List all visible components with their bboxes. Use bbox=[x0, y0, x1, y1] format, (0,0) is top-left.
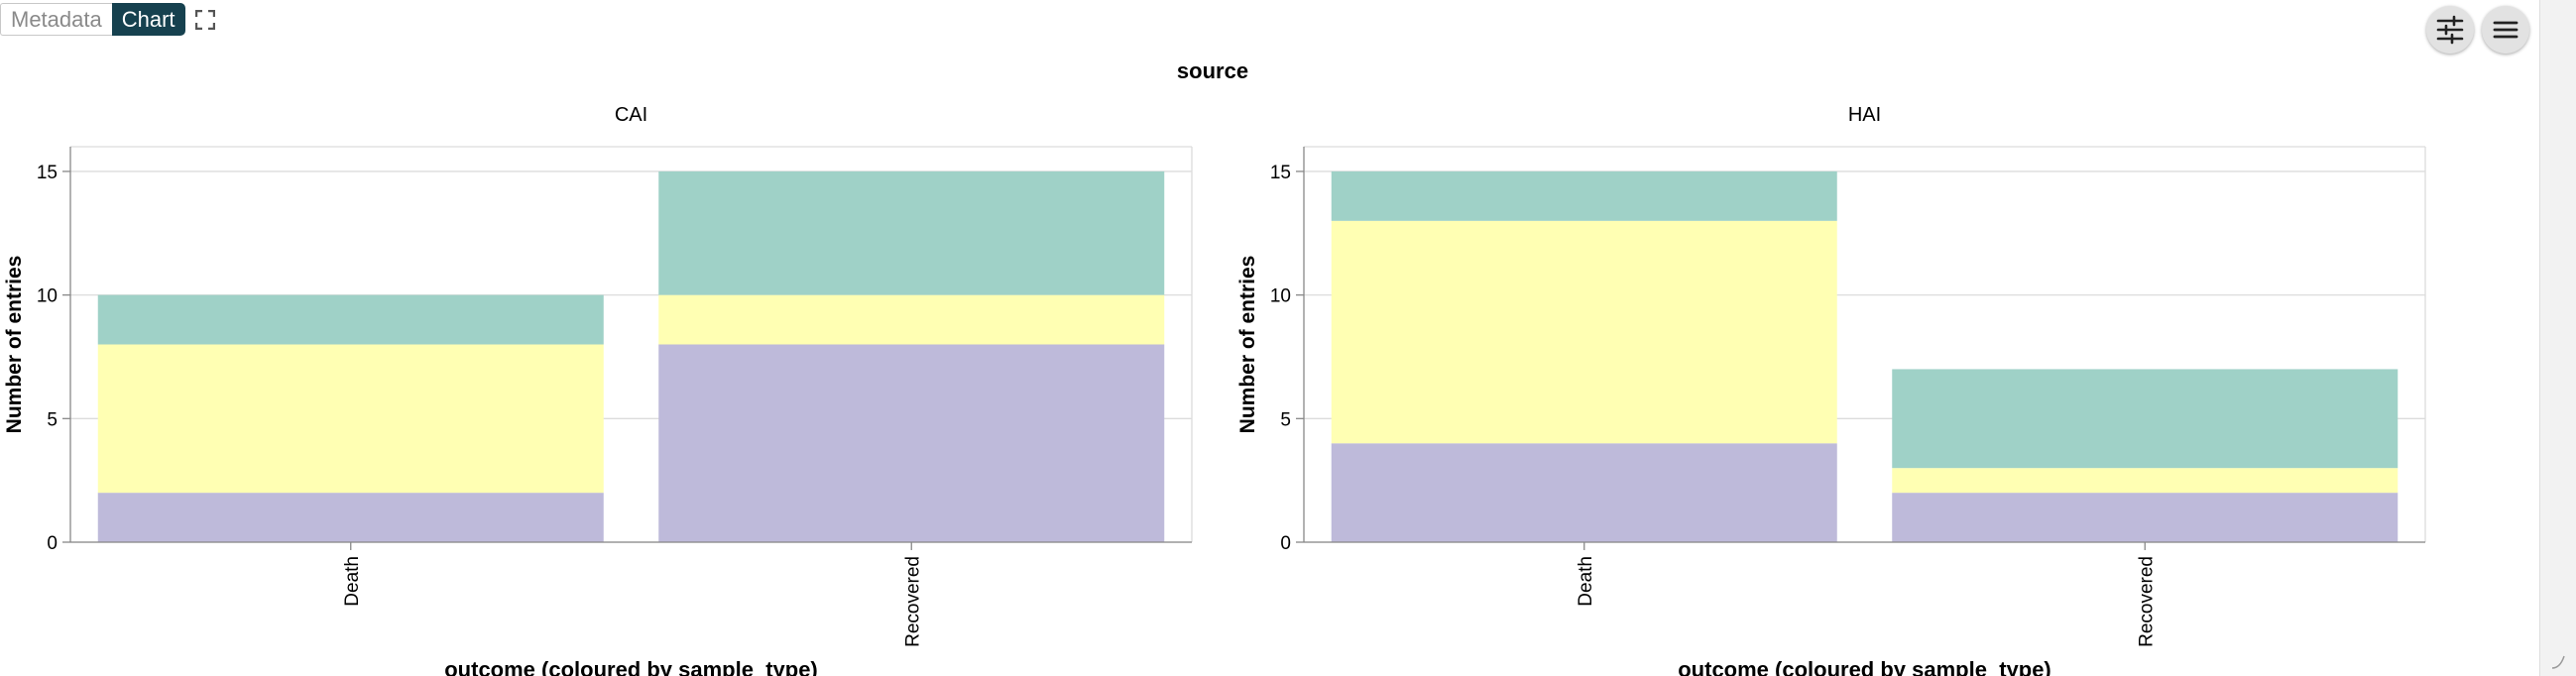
bar-hai-death-segment-0 bbox=[1331, 443, 1837, 542]
x-tick-label: Death bbox=[342, 556, 363, 607]
fullscreen-expand-icon[interactable] bbox=[194, 9, 215, 30]
bar-cai-recovered-segment-1 bbox=[658, 294, 1165, 345]
y-tick-label: 0 bbox=[1280, 533, 1291, 554]
y-axis-label: Number of entries bbox=[1236, 256, 1259, 434]
tab-chart[interactable]: Chart bbox=[111, 3, 185, 36]
view-tabs: Metadata Chart bbox=[0, 3, 215, 36]
bar-cai-death-segment-0 bbox=[97, 493, 604, 542]
y-tick-label: 0 bbox=[47, 533, 58, 554]
bar-hai-recovered-segment-2 bbox=[1892, 369, 2399, 469]
x-axis-label: outcome (coloured by sample_type) bbox=[1678, 657, 2051, 676]
x-tick-label: Recovered bbox=[2136, 556, 2157, 647]
bar-cai-death-segment-1 bbox=[97, 344, 604, 494]
resize-corner-icon bbox=[2551, 655, 2565, 669]
vertical-scrollbar[interactable] bbox=[2539, 0, 2576, 676]
y-tick-label: 5 bbox=[1280, 409, 1291, 430]
facet-title-cai: CAI bbox=[615, 104, 647, 126]
x-tick-label: Death bbox=[1576, 556, 1596, 607]
facet-title-hai: HAI bbox=[1848, 104, 1881, 126]
y-tick-label: 15 bbox=[37, 163, 58, 183]
y-tick-label: 10 bbox=[37, 286, 58, 307]
hamburger-menu-icon bbox=[2493, 21, 2518, 39]
y-tick-label: 5 bbox=[47, 409, 58, 430]
settings-button[interactable] bbox=[2426, 6, 2474, 54]
chart-title: source bbox=[1177, 58, 1248, 83]
y-axis-label: Number of entries bbox=[3, 256, 26, 434]
y-tick-label: 15 bbox=[1270, 163, 1291, 183]
bar-cai-recovered-segment-2 bbox=[658, 170, 1165, 295]
bar-hai-recovered-segment-1 bbox=[1892, 468, 2399, 494]
bar-hai-recovered-segment-0 bbox=[1892, 493, 2399, 542]
sliders-icon bbox=[2436, 15, 2464, 45]
bar-cai-death-segment-2 bbox=[97, 294, 604, 345]
tab-metadata[interactable]: Metadata bbox=[0, 3, 112, 36]
y-tick-label: 10 bbox=[1270, 286, 1291, 307]
bar-hai-death-segment-1 bbox=[1331, 220, 1837, 444]
x-axis-label: outcome (coloured by sample_type) bbox=[444, 657, 818, 676]
x-tick-label: Recovered bbox=[902, 556, 923, 647]
menu-button[interactable] bbox=[2482, 6, 2529, 54]
bar-cai-recovered-segment-0 bbox=[658, 344, 1165, 542]
bar-hai-death-segment-2 bbox=[1331, 170, 1837, 221]
